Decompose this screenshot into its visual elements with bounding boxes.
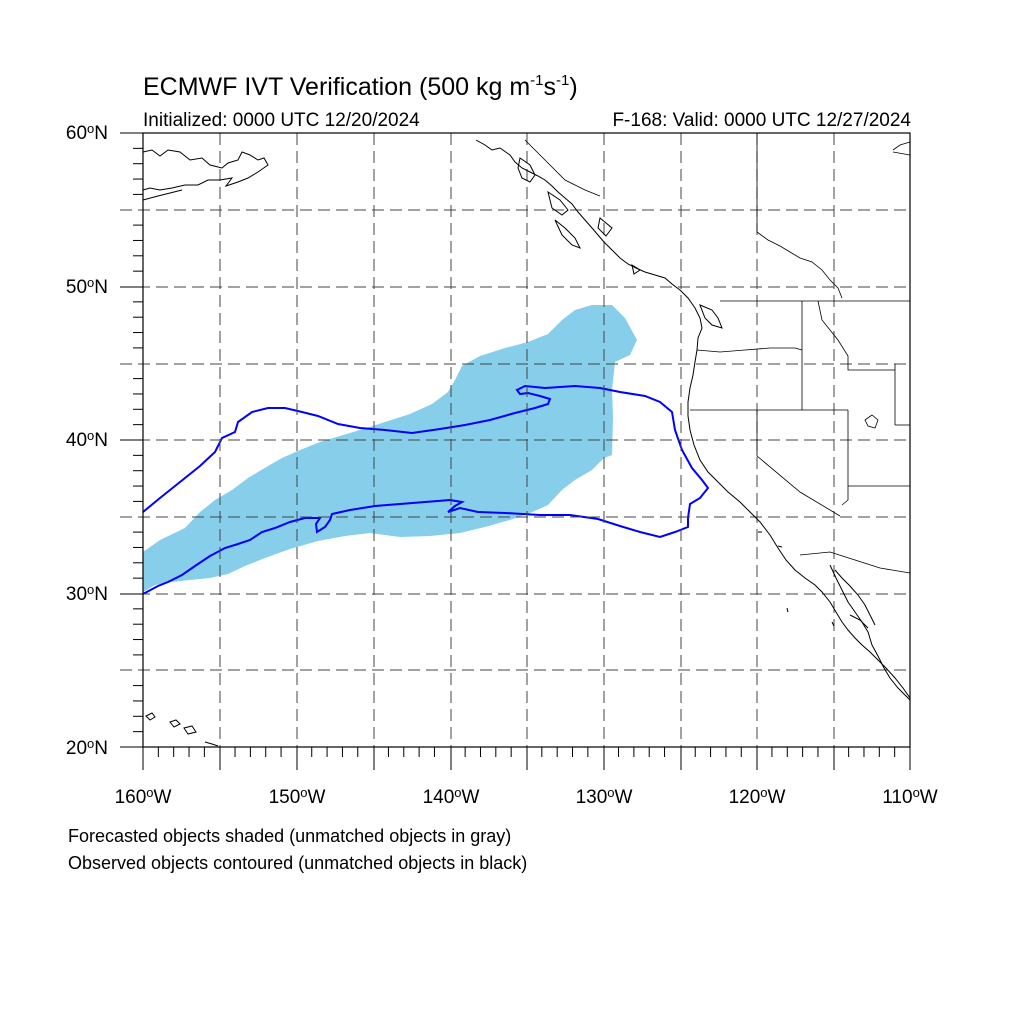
lat-label-20: 20oN (65, 736, 108, 759)
latitude-gridlines (120, 209, 910, 671)
valid-label: F-168: Valid: 0000 UTC 12/27/2024 (612, 110, 911, 131)
observed-object-contour (142, 384, 710, 595)
lat-label-40: 40oN (65, 428, 108, 451)
lon-label-130w: 130oW (575, 785, 633, 808)
footnote-observed: Observed objects contoured (unmatched ob… (68, 853, 528, 873)
lon-label-150w: 150oW (268, 785, 326, 808)
footnote-forecast: Forecasted objects shaded (unmatched obj… (68, 826, 512, 846)
lat-label-50: 50oN (65, 275, 108, 298)
lon-label-160w: 160oW (114, 785, 172, 808)
lon-label-110w: 110oW (882, 785, 938, 808)
chart-title: ECMWF IVT Verification (500 kg m-1s-1) (143, 72, 578, 101)
forecast-object (143, 305, 637, 592)
axis-ticks (120, 132, 911, 770)
lat-label-60: 60oN (65, 121, 108, 144)
initialized-label: Initialized: 0000 UTC 12/20/2024 (143, 110, 420, 131)
lat-label-30: 30oN (65, 582, 108, 605)
lon-label-120w: 120oW (728, 785, 786, 808)
political-boundaries (524, 133, 911, 574)
lon-label-140w: 140oW (422, 785, 480, 808)
minor-ticks (133, 147, 896, 757)
